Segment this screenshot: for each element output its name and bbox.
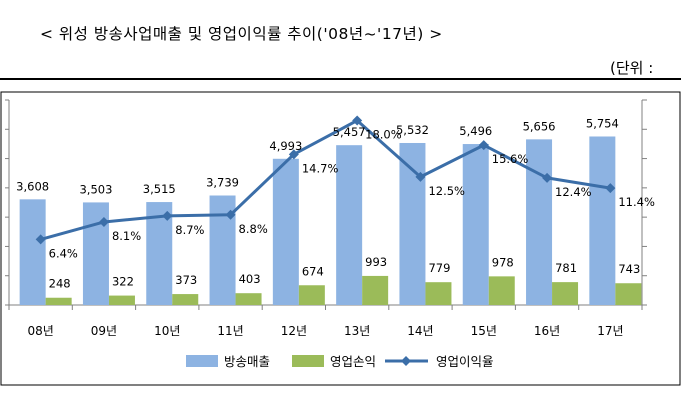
- data-label-margin: 8.8%: [239, 222, 268, 236]
- line-point-marker: [605, 183, 616, 194]
- legend-swatch-profit: [292, 355, 324, 367]
- bar-broadcast-revenue: [399, 142, 426, 305]
- legend-label-profit: 영업손익: [330, 354, 376, 369]
- x-tick-label: 10년: [154, 324, 180, 338]
- data-label-profit: 781: [555, 261, 577, 275]
- chart-title: < 위성 방송사업매출 및 영업이익률 추이('08년~'17년) >: [40, 25, 443, 43]
- line-point-marker: [35, 234, 46, 245]
- data-label-profit: 993: [365, 255, 387, 269]
- line-layer: [35, 115, 616, 245]
- x-tick-label: 16년: [534, 324, 560, 338]
- data-label-revenue: 5,754: [586, 116, 619, 130]
- data-label-revenue: 5,656: [523, 119, 556, 133]
- legend-swatch-revenue: [186, 355, 218, 367]
- x-tick-label: 09년: [91, 324, 117, 338]
- data-label-profit: 248: [49, 277, 71, 291]
- x-tick-label: 08년: [27, 324, 53, 338]
- x-tick-label: 14년: [407, 324, 433, 338]
- data-label-profit: 978: [492, 255, 514, 269]
- bar-operating-profit: [362, 275, 389, 305]
- data-label-revenue: 3,608: [16, 179, 49, 193]
- data-label-margin: 6.4%: [49, 246, 78, 260]
- legend-label-margin: 영업이익율: [436, 354, 494, 369]
- bar-operating-profit: [615, 283, 642, 305]
- data-label-margin: 8.1%: [112, 229, 141, 243]
- chart-frame: [0, 91, 681, 386]
- legend-marker-margin: [401, 356, 411, 366]
- unit-label: (단위 :: [610, 59, 654, 77]
- data-label-profit: 403: [239, 272, 261, 286]
- x-tick-label: 15년: [471, 324, 497, 338]
- data-label-revenue: 3,503: [79, 182, 112, 196]
- data-label-revenue: 3,515: [143, 182, 176, 196]
- x-tick-label: 17년: [597, 324, 623, 338]
- line-point-marker: [478, 140, 489, 151]
- x-tick-label: 13년: [344, 324, 370, 338]
- bar-broadcast-revenue: [272, 158, 299, 305]
- line-point-marker: [225, 209, 236, 220]
- data-label-profit: 743: [618, 262, 640, 276]
- line-operating-margin: [40, 119, 611, 241]
- line-point-marker: [288, 149, 299, 160]
- data-label-profit: 779: [428, 261, 450, 275]
- line-point-marker: [162, 210, 173, 221]
- data-label-revenue: 4,993: [269, 139, 302, 153]
- data-label-margin: 11.4%: [618, 195, 655, 209]
- line-point-marker: [415, 171, 426, 182]
- data-label-profit: 322: [112, 275, 134, 289]
- data-label-margin: 15.6%: [492, 152, 529, 166]
- bar-operating-profit: [298, 285, 325, 305]
- bar-broadcast-revenue: [589, 136, 616, 305]
- bar-operating-profit: [552, 282, 579, 305]
- data-label-margin: 18.0%: [365, 128, 402, 142]
- bar-broadcast-revenue: [19, 199, 46, 305]
- data-label-profit: 674: [302, 264, 324, 278]
- bar-operating-profit: [235, 293, 262, 305]
- data-label-revenue: 5,457: [333, 125, 366, 139]
- bar-operating-profit: [108, 295, 135, 305]
- bar-operating-profit: [425, 282, 452, 305]
- data-label-margin: 12.4%: [555, 185, 592, 199]
- x-tick-label: 11년: [217, 324, 243, 338]
- bar-broadcast-revenue: [462, 144, 489, 305]
- data-label-margin: 14.7%: [302, 161, 339, 175]
- data-label-revenue: 5,496: [459, 124, 492, 138]
- bar-broadcast-revenue: [82, 202, 109, 305]
- legend-label-revenue: 방송매출: [224, 354, 270, 369]
- line-point-marker: [352, 115, 363, 126]
- data-label-revenue: 3,739: [206, 176, 239, 190]
- data-label-profit: 373: [175, 273, 197, 287]
- bar-broadcast-revenue: [336, 145, 363, 305]
- data-label-revenue: 5,532: [396, 123, 429, 137]
- legend: 방송매출 영업손익 영업이익율: [186, 354, 494, 369]
- bar-operating-profit: [45, 297, 72, 305]
- line-point-marker: [542, 172, 553, 183]
- labels: 08년 3,608 248 09년 3,503 322 10년 3,515 373 11년 3,73…: [16, 116, 655, 338]
- bar-operating-profit: [172, 294, 199, 305]
- bar-broadcast-revenue: [526, 139, 553, 305]
- bar-operating-profit: [488, 276, 515, 305]
- line-point-marker: [98, 216, 109, 227]
- data-label-margin: 8.7%: [175, 223, 204, 237]
- data-label-margin: 12.5%: [428, 184, 465, 198]
- x-tick-label: 12년: [281, 324, 307, 338]
